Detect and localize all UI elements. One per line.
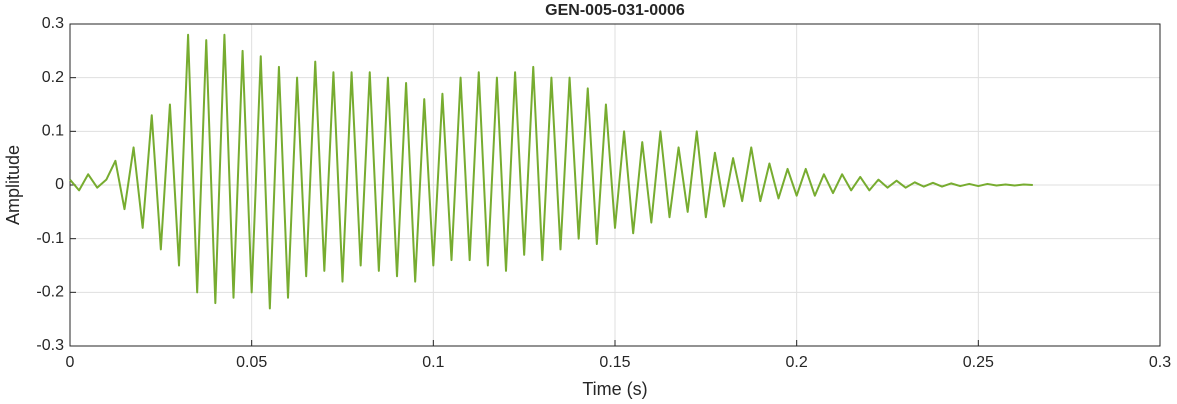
x-axis-label: Time (s) [582,379,647,399]
y-tick-label: 0.2 [42,69,64,86]
x-tick-label: 0.2 [786,354,808,371]
x-tick-label: 0.15 [599,354,630,371]
x-tick-label: 0.05 [236,354,267,371]
waveform-line [69,33,1033,310]
x-tick-label: 0.1 [422,354,444,371]
y-tick-label: 0.1 [42,123,64,140]
x-tick-label: 0 [66,354,75,371]
y-tick-label: -0.2 [36,284,64,301]
y-tick-label: -0.3 [36,337,64,354]
y-tick-label: 0 [55,176,64,193]
x-tick-label: 0.3 [1149,354,1171,371]
x-tick-label: 0.25 [963,354,994,371]
chart-title: GEN-005-031-0006 [545,2,685,19]
y-tick-label: 0.3 [42,15,64,32]
y-tick-label: -0.1 [36,230,64,247]
plot-frame [69,23,1161,347]
y-axis-label: Amplitude [3,145,23,225]
